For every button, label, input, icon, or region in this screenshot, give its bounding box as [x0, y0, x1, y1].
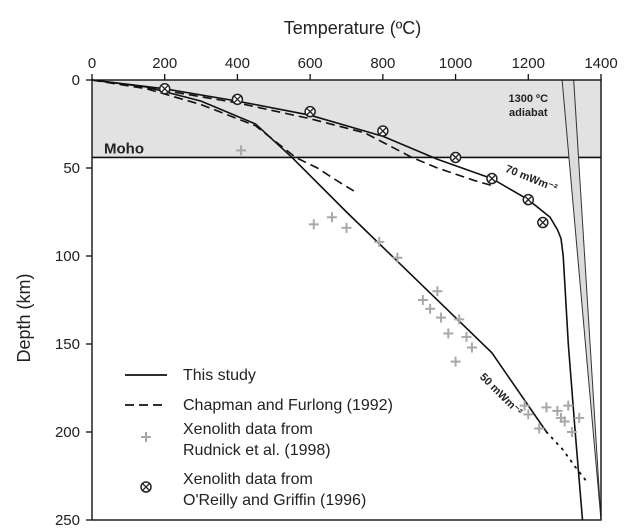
x-tick-label: 400 [225, 55, 250, 72]
x-axis-ticks: 0 200 400 600 800 1000 1200 1400 [88, 55, 618, 80]
rudnick-xenolith-point [454, 314, 465, 325]
curve-label-50: 50 mWm⁻² [477, 371, 524, 418]
rudnick-xenolith-point [432, 286, 443, 297]
x-tick-label: 800 [370, 55, 395, 72]
x-axis-label: Temperature (ºC) [284, 18, 422, 38]
oreilly-xenolith-point [304, 105, 316, 118]
rudnick-xenolith-point [552, 405, 563, 416]
rudnick-xenolith-point [466, 342, 477, 353]
rudnick-xenolith-point [392, 252, 403, 263]
adiabat-label-line1: 1300 ºC [509, 93, 549, 105]
x-tick-label: 600 [298, 55, 323, 72]
rudnick-xenolith-point [341, 222, 352, 233]
x-tick-label: 200 [152, 55, 177, 72]
points-layer [158, 83, 585, 437]
rudnick-xenolith-point [559, 416, 570, 427]
rudnick-xenolith-point [326, 212, 337, 223]
oreilly-xenolith-point [158, 83, 171, 95]
legend-label: This study [183, 367, 256, 384]
oreilly-xenolith-point [486, 172, 498, 185]
rudnick-xenolith-point [308, 219, 319, 230]
legend-label: Xenolith data from [183, 421, 313, 438]
legend-label-line2: Rudnick et al. (1998) [183, 442, 331, 459]
rudnick-xenolith-point [417, 295, 428, 305]
y-tick-label: 50 [63, 160, 80, 177]
x-tick-label: 1400 [584, 55, 617, 72]
rudnick-xenolith-point [236, 145, 247, 156]
rudnick-xenolith-point [563, 400, 574, 411]
y-tick-label: 200 [55, 424, 80, 441]
adiabat-label-line2: adiabat [509, 107, 548, 119]
rudnick-xenolith-point [574, 412, 585, 423]
rudnick-xenolith-point [541, 402, 552, 413]
legend-item: Xenolith data from Rudnick et al. (1998) [141, 421, 331, 459]
rudnick-xenolith-point [443, 328, 454, 339]
legend-label: Xenolith data from [183, 471, 313, 488]
oreilly-xenolith-point [377, 125, 389, 137]
curve-label-layer: 70 mWm⁻²50 mWm⁻² [477, 163, 559, 418]
oreilly-xenolith-point [537, 216, 549, 229]
legend-swatch-circled-x [140, 481, 152, 493]
legend-label: Chapman and Furlong (1992) [183, 397, 393, 414]
chapman-furlong-curve-1 [91, 79, 493, 187]
y-tick-label: 100 [55, 248, 80, 265]
rudnick-xenolith-point [374, 236, 385, 247]
rudnick-xenolith-point [450, 356, 461, 367]
rudnick-xenolith-point [461, 331, 472, 342]
legend: This study Chapman and Furlong (1992) Xeno… [125, 367, 393, 509]
oreilly-xenolith-point [522, 193, 535, 206]
moho-label: Moho [104, 140, 144, 157]
rudnick-xenolith-point [436, 312, 447, 323]
y-tick-label: 0 [72, 72, 80, 89]
legend-swatch-plus [141, 432, 151, 442]
rudnick-xenolith-point [519, 400, 530, 411]
y-axis-ticks: 0 50 100 150 200 250 [55, 72, 92, 529]
chapman-furlong-curve-2 [91, 79, 355, 192]
rudnick-xenolith-point [425, 303, 436, 314]
y-axis-label: Depth (km) [14, 273, 34, 362]
y-tick-label: 250 [55, 512, 80, 529]
this-study-curve-2-extension [545, 431, 588, 483]
oreilly-xenolith-point [231, 93, 244, 106]
oreilly-xenolith-point [449, 151, 462, 164]
x-tick-label: 0 [88, 55, 96, 72]
rudnick-xenolith-point [566, 427, 577, 437]
legend-label-line2: O'Reilly and Griffin (1996) [183, 492, 366, 509]
x-tick-label: 1000 [439, 55, 472, 72]
legend-item: This study [125, 367, 256, 384]
rudnick-xenolith-point [534, 423, 545, 434]
legend-item: Xenolith data from O'Reilly and Griffin (… [140, 471, 366, 509]
y-tick-label: 150 [55, 336, 80, 353]
x-tick-label: 1200 [512, 55, 545, 72]
legend-item: Chapman and Furlong (1992) [125, 397, 393, 414]
plot-frame [91, 79, 602, 521]
rudnick-xenolith-point [523, 409, 534, 420]
